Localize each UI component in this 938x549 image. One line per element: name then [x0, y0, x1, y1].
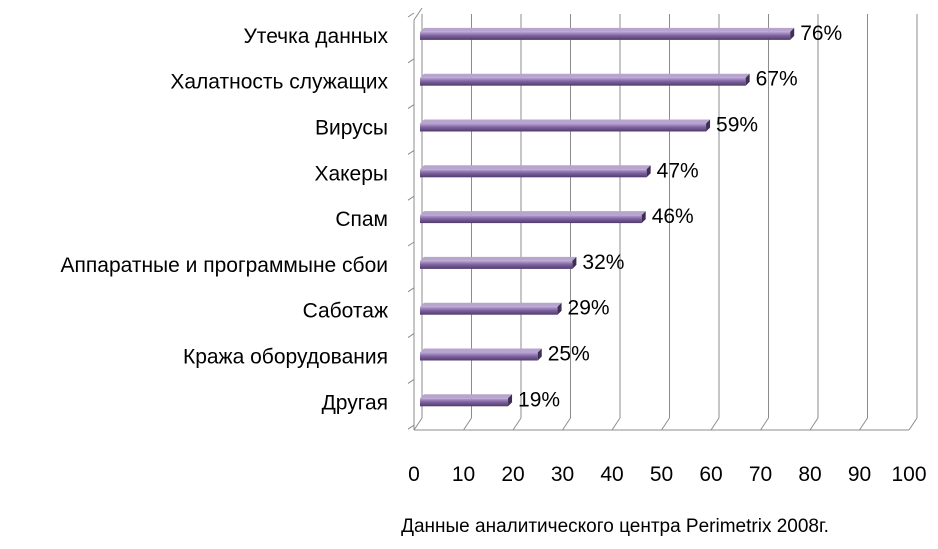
category-label: Другая [322, 391, 388, 414]
bar [420, 215, 642, 224]
bar [420, 398, 509, 407]
data-label: 76% [800, 22, 842, 45]
category-label: Спам [335, 208, 388, 231]
data-label: 25% [548, 343, 590, 366]
bar-end [557, 302, 562, 315]
bar-end [508, 394, 513, 407]
x-tick-label: 90 [848, 463, 871, 486]
bar [420, 352, 538, 361]
data-label: 59% [716, 114, 758, 137]
data-label: 19% [518, 388, 560, 411]
bar-top [420, 27, 795, 32]
category-label: Вирусы [315, 117, 388, 140]
axes [407, 7, 909, 431]
bar-top [420, 73, 750, 78]
bar-end [790, 27, 795, 40]
floor-gridline [463, 417, 472, 431]
y-axis-tick [407, 241, 415, 247]
floor-gridline [413, 417, 423, 431]
x-tick-labels: 0 10 20 30 40 50 60 70 80 90 100 [408, 463, 926, 486]
category-label: Саботаж [303, 300, 388, 323]
x-tick-label: 80 [798, 463, 821, 486]
y-axis-tick [407, 424, 415, 430]
bar-top [420, 302, 562, 307]
y-axis-tick [407, 58, 415, 64]
x-tick-label: 0 [408, 463, 420, 486]
bar [420, 77, 746, 86]
category-label: Кража оборудования [183, 346, 388, 369]
bar-top [420, 394, 513, 399]
bar [420, 306, 558, 315]
data-label: 67% [756, 68, 798, 91]
data-label: 32% [582, 251, 624, 274]
bar [420, 260, 573, 269]
x-tick-label: 60 [699, 463, 722, 486]
y-axis-tick [407, 12, 415, 18]
floor-gridline [611, 417, 621, 431]
data-labels: 76%67% 59% 47% 46% 32% 29% 25% 19% [518, 22, 842, 411]
bar-top [420, 119, 711, 124]
data-label: 46% [652, 205, 694, 228]
bar-end [572, 256, 577, 269]
category-labels: Утечка данных Халатность служащих Вирусы Ха… [61, 25, 389, 414]
y-axis-top-edge [413, 7, 423, 21]
data-label: 47% [657, 159, 699, 182]
y-axis-tick [407, 149, 415, 155]
floor-gridline [512, 417, 522, 431]
floor-gridline [908, 417, 918, 431]
category-label: Халатность служащих [170, 71, 388, 94]
bar-end [745, 73, 750, 86]
bar [420, 169, 647, 178]
y-axis-tick [407, 378, 415, 384]
x-tick-label: 30 [551, 463, 574, 486]
data-label: 29% [568, 297, 610, 320]
floor-gridline [809, 417, 819, 431]
bar-top [420, 165, 651, 170]
bar [420, 31, 791, 40]
floor-gridline [859, 417, 868, 431]
y-axis-tick [407, 195, 415, 201]
x-tick-label: 20 [501, 463, 524, 486]
y-axis-tick [407, 333, 415, 339]
bar-end [641, 211, 646, 224]
floor-gridline [661, 417, 670, 431]
category-label: Хакеры [314, 162, 388, 185]
bar-top [420, 211, 646, 216]
x-tick-label: 40 [600, 463, 623, 486]
floor-gridline [562, 417, 571, 431]
bar [420, 123, 707, 132]
floor-gridline [760, 417, 769, 431]
x-tick-label: 70 [749, 463, 772, 486]
x-tick-label: 50 [650, 463, 673, 486]
bar-end [646, 165, 651, 178]
category-label: Аппаратные и программыне сбои [61, 254, 388, 277]
bar-end [706, 119, 711, 132]
y-axis-tick [407, 104, 415, 110]
x-tick-label: 10 [452, 463, 475, 486]
bar-top [420, 256, 577, 261]
bar-end [537, 348, 542, 361]
y-axis-tick [407, 287, 415, 293]
bars [420, 27, 795, 407]
category-label: Утечка данных [243, 25, 388, 48]
bar-top [420, 348, 542, 353]
floor-gridline [710, 417, 720, 431]
chart-caption: Данные аналитического центра Perimetrix … [401, 516, 829, 537]
x-tick-label: 100 [891, 463, 926, 486]
